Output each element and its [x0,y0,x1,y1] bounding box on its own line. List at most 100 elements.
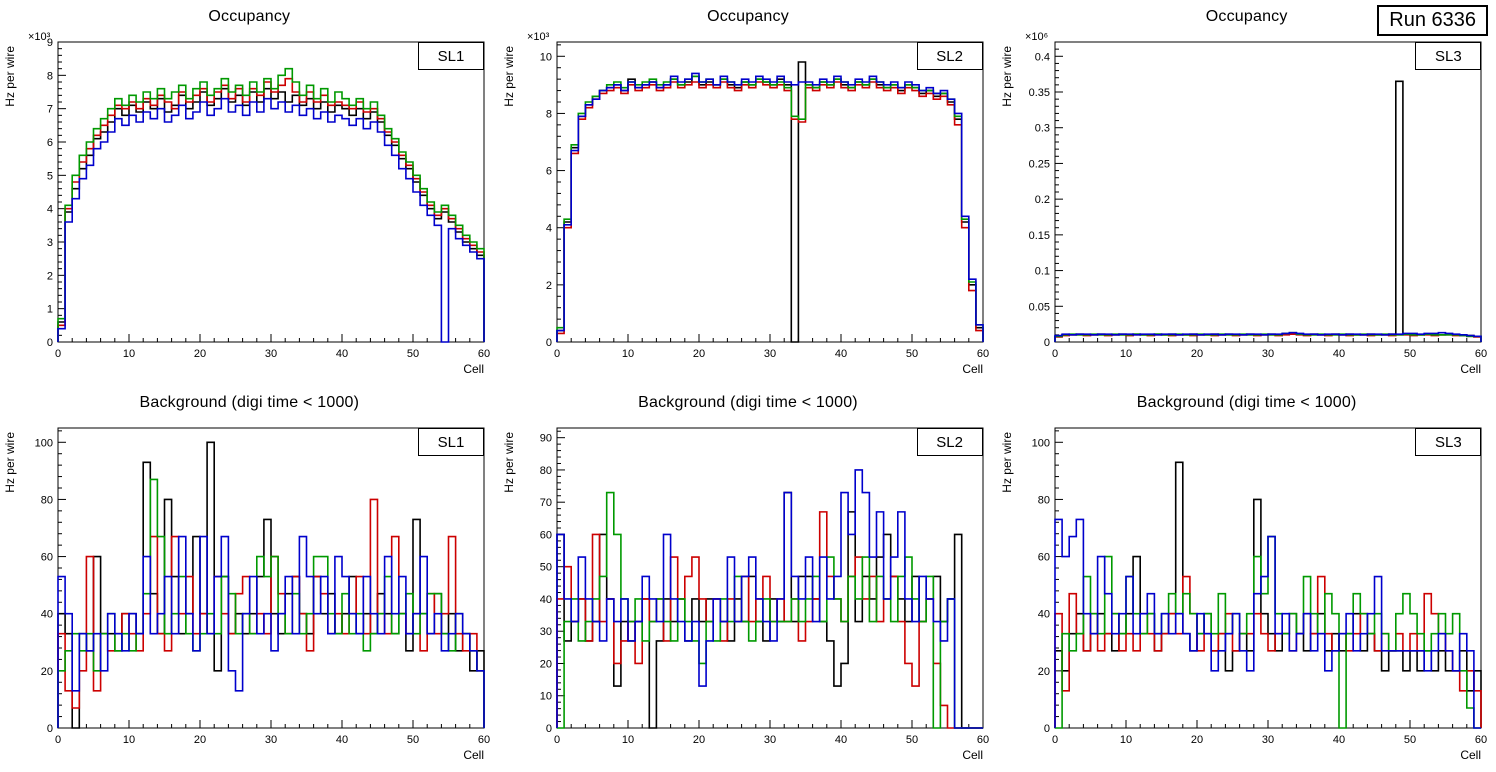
x-axis: 0 10 20 30 40 50 60 Cell [554,720,989,762]
svg-text:50: 50 [407,348,419,360]
histogram-plot: 0 10 20 30 40 50 60 Cell 0 2 4 6 8 10 Hz per wire ×10³ [502,31,989,376]
svg-text:10: 10 [539,691,551,703]
svg-text:30: 30 [539,626,551,638]
svg-text:50: 50 [1404,734,1416,746]
y-axis-title: Hz per wire [502,46,516,107]
y-axis-title: Hz per wire [1000,432,1014,493]
svg-text:30: 30 [764,348,776,360]
svg-text:10: 10 [1120,734,1132,746]
plot-area: 0 10 20 30 40 50 60 Cell 0 10 20 30 40 50 60 70 80 90 Hz p… [499,416,997,768]
series-red [1054,575,1483,728]
svg-text:40: 40 [336,348,348,360]
chart-title: Occupancy [1205,8,1288,25]
svg-text:0: 0 [1044,723,1050,735]
svg-text:30: 30 [265,348,277,360]
svg-text:30: 30 [1262,734,1274,746]
series-black [1054,461,1483,728]
svg-text:50: 50 [1404,348,1416,360]
svg-text:10: 10 [622,734,634,746]
svg-text:40: 40 [1333,734,1345,746]
series-blue [1054,331,1483,342]
x-axis-title: Cell [1461,748,1482,762]
pad-label: SL1 [418,428,484,456]
chart-title: Occupancy [208,8,291,25]
y-axis: 0 1 2 3 4 5 6 7 8 9 Hz per wire ×10³ [3,31,66,349]
panel-background-sl1: Background (digi time < 1000) 0 10 20 30 40 5… [0,386,499,772]
svg-text:6: 6 [47,137,53,149]
y-axis-title: Hz per wire [3,432,17,493]
series-blue [1054,518,1482,729]
panel-occupancy-sl1: Occupancy 0 10 20 30 40 50 60 Cell 0 1 2 3 4 5 6 7 8 9 Hz … [0,0,499,386]
svg-text:4: 4 [47,204,53,216]
x-axis-title: Cell [463,362,484,376]
y-axis-multiplier: ×10³ [527,31,550,43]
svg-text:40: 40 [336,734,348,746]
svg-text:0: 0 [546,337,552,349]
panel-occupancy-sl3: Occupancy 0 10 20 30 40 50 60 Cell 0 0.05 0.1 0.15 0… [997,0,1496,386]
svg-text:100: 100 [1032,437,1050,449]
svg-text:50: 50 [407,734,419,746]
histogram-plot: 0 10 20 30 40 50 60 Cell 0 10 20 30 40 50 60 70 80 90 Hz p… [502,427,989,762]
svg-text:0.3: 0.3 [1035,123,1050,135]
histogram-plot: 0 10 20 30 40 50 60 Cell 0 20 40 60 80 100 Hz per wire [3,427,490,762]
series-green [555,75,984,342]
svg-text:20: 20 [194,734,206,746]
svg-text:0: 0 [1052,734,1058,746]
histogram-plot: 0 10 20 30 40 50 60 Cell 0 1 2 3 4 5 6 7 8 9 Hz per wire ×1… [3,31,490,376]
svg-text:4: 4 [546,223,552,235]
x-axis: 0 10 20 30 40 50 60 Cell [554,334,989,376]
svg-text:0: 0 [47,337,53,349]
svg-text:0: 0 [55,734,61,746]
svg-text:60: 60 [539,529,551,541]
svg-text:20: 20 [693,734,705,746]
series-green [57,478,485,728]
svg-text:30: 30 [764,734,776,746]
pad-label: SL3 [1415,428,1482,456]
svg-text:0: 0 [55,348,61,360]
x-axis-title: Cell [1461,362,1482,376]
svg-text:6: 6 [546,166,552,178]
svg-text:50: 50 [539,562,551,574]
plot-area: 0 10 20 30 40 50 60 Cell 0 1 2 3 4 5 6 7 8 9 Hz per wire ×1… [0,30,498,382]
svg-text:3: 3 [47,237,53,249]
svg-text:60: 60 [977,734,989,746]
x-axis: 0 10 20 30 40 50 60 Cell [55,720,490,762]
pad-label: SL2 [916,428,983,456]
svg-text:1: 1 [47,304,53,316]
pad-label: SL3 [1415,42,1482,70]
svg-text:10: 10 [622,348,634,360]
svg-text:8: 8 [546,108,552,120]
svg-text:40: 40 [41,609,53,621]
svg-text:20: 20 [539,658,551,670]
svg-text:60: 60 [478,734,490,746]
svg-text:60: 60 [1475,348,1487,360]
x-axis: 0 10 20 30 40 50 60 Cell [1052,334,1487,376]
svg-text:40: 40 [1333,348,1345,360]
svg-text:0: 0 [554,348,560,360]
x-axis-title: Cell [962,748,983,762]
svg-text:20: 20 [1191,348,1203,360]
panel-background-sl2: Background (digi time < 1000) 0 10 20 30 40 5… [499,386,998,772]
y-axis: 0 20 40 60 80 100 Hz per wire [3,430,66,735]
panel-occupancy-sl2: Occupancy 0 10 20 30 40 50 60 Cell 0 2 4 6 8 10 Hz per… [499,0,998,386]
panel-background-sl3: Background (digi time < 1000) 0 10 20 30 40 5… [997,386,1496,772]
svg-text:80: 80 [41,494,53,506]
svg-text:60: 60 [41,552,53,564]
svg-text:80: 80 [1038,494,1050,506]
svg-text:30: 30 [1262,348,1274,360]
x-axis-title: Cell [463,748,484,762]
svg-text:0: 0 [47,723,53,735]
svg-text:90: 90 [539,433,551,445]
svg-text:70: 70 [539,497,551,509]
svg-text:0.15: 0.15 [1029,230,1050,242]
plot-area: 0 10 20 30 40 50 60 Cell 0 0.05 0.1 0.15 0.2 0.25 0.3 0… [997,30,1495,382]
svg-text:0.05: 0.05 [1029,301,1050,313]
svg-text:40: 40 [1038,609,1050,621]
svg-text:10: 10 [123,348,135,360]
svg-text:100: 100 [35,437,53,449]
svg-text:0.25: 0.25 [1029,158,1050,170]
svg-text:40: 40 [835,734,847,746]
series-green [57,67,485,342]
